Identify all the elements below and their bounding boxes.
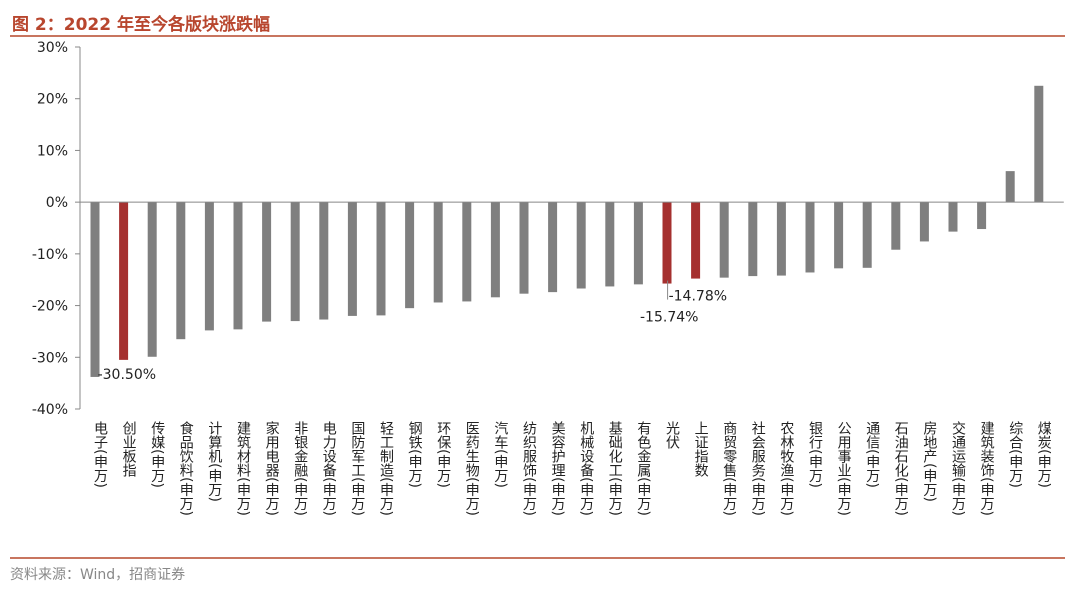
x-tick-label: 建筑装饰(申万): [979, 421, 995, 516]
y-axis: 30% 20% 10% 0% -10% -20% -30% -40%: [32, 40, 81, 418]
bar: [176, 202, 186, 340]
data-label: -15.74%: [640, 310, 698, 326]
x-tick-label: 农林牧渔(申万): [778, 421, 794, 516]
bar: [147, 202, 157, 357]
x-tick-label: 食品饮料(申万): [178, 420, 194, 516]
y-tick-label: 20%: [37, 92, 68, 108]
bar-chart: 30% 20% 10% 0% -10% -20% -30% -40% -30.50% -15.7…: [32, 40, 1064, 516]
x-tick-label: 轻工制造(申万): [378, 421, 394, 516]
bar: [919, 202, 929, 242]
bar: [405, 202, 415, 309]
x-tick-label: 公用事业(申万): [836, 421, 852, 516]
bar: [891, 202, 901, 250]
bar: [376, 202, 386, 316]
bar: [433, 202, 443, 303]
x-tick-label: 通信(申万): [864, 421, 880, 488]
bar: [719, 202, 729, 278]
chart-title: 图 2：2022 年至今各版块涨跌幅: [12, 15, 270, 35]
x-tick-label: 煤炭(申万): [1036, 421, 1052, 488]
x-tick-label: 建筑材料(申万): [235, 421, 251, 516]
bar: [262, 202, 272, 322]
x-tick-label: 国防军工(申万): [349, 421, 365, 516]
x-tick-label: 有色金属(申万): [635, 421, 651, 516]
x-tick-label: 环保(申万): [435, 421, 451, 488]
x-tick-label: 非银金融(申万): [292, 421, 308, 516]
bar: [233, 202, 243, 330]
bar: [834, 202, 844, 269]
x-tick-label: 基础化工(申万): [607, 420, 623, 516]
x-axis-labels: 电子(申万) 创业板指 传媒(申万) 食品饮料(申万) 计算机(申万) 建筑材料(申万) 家…: [92, 420, 1052, 516]
data-label: -14.78%: [669, 289, 727, 305]
data-label: -30.50%: [98, 367, 156, 383]
bar: [90, 202, 100, 377]
bar: [576, 202, 586, 289]
bar: [662, 202, 672, 284]
x-tick-label: 机械设备(申万): [578, 421, 594, 516]
x-tick-label: 美容护理(申万): [550, 421, 566, 516]
x-tick-label: 计算机(申万): [206, 421, 222, 502]
bar: [290, 202, 300, 322]
bar: [519, 202, 529, 294]
x-tick-label: 交通运输(申万): [950, 420, 966, 516]
source-note: 资料来源：Wind，招商证券: [10, 567, 186, 583]
bar: [805, 202, 815, 273]
y-tick-label: -20%: [32, 299, 68, 315]
x-tick-label: 上证指数: [693, 421, 709, 477]
bar: [548, 202, 558, 293]
x-tick-label: 汽车(申万): [492, 421, 508, 488]
x-tick-label: 电力设备(申万): [321, 421, 337, 516]
bar: [862, 202, 872, 268]
title-divider: [10, 35, 1065, 37]
bar: [605, 202, 615, 287]
bar: [462, 202, 472, 302]
x-tick-label: 医药生物(申万): [464, 421, 480, 516]
x-tick-label: 传媒(申万): [149, 421, 165, 488]
bar: [204, 202, 214, 331]
x-tick-label: 银行(申万): [807, 421, 823, 488]
bar: [1034, 85, 1044, 203]
bar: [977, 202, 987, 230]
x-tick-label: 家用电器(申万): [264, 420, 280, 516]
bar: [1005, 171, 1015, 203]
bars: [90, 85, 1044, 377]
y-tick-label: -40%: [32, 402, 68, 418]
x-tick-label: 商贸零售(申万): [721, 421, 737, 516]
x-tick-label: 房地产(申万): [921, 421, 937, 502]
bar: [948, 202, 958, 232]
footer-divider: [10, 557, 1065, 559]
x-tick-label: 纺织服饰(申万): [521, 421, 537, 516]
x-tick-label: 石油石化(申万): [893, 421, 909, 516]
y-tick-label: 30%: [37, 40, 68, 56]
bar: [633, 202, 643, 285]
y-tick-label: 0%: [46, 195, 68, 211]
x-tick-label: 创业板指: [121, 421, 137, 477]
y-tick-label: 10%: [37, 143, 68, 159]
x-tick-label: 综合(申万): [1007, 421, 1023, 488]
x-tick-label: 光伏: [664, 421, 680, 449]
bar: [748, 202, 758, 277]
x-tick-label: 钢铁(申万): [407, 421, 423, 488]
bar: [490, 202, 500, 298]
bar: [776, 202, 786, 276]
bar: [319, 202, 329, 320]
y-tick-label: -10%: [32, 247, 68, 263]
x-tick-label: 电子(申万): [92, 421, 108, 488]
bar: [119, 202, 129, 360]
data-labels: -30.50% -15.74% -14.78%: [98, 280, 727, 383]
bar: [691, 202, 701, 279]
y-tick-label: -30%: [32, 350, 68, 366]
x-tick-label: 社会服务(申万): [750, 421, 766, 516]
bar: [347, 202, 357, 316]
